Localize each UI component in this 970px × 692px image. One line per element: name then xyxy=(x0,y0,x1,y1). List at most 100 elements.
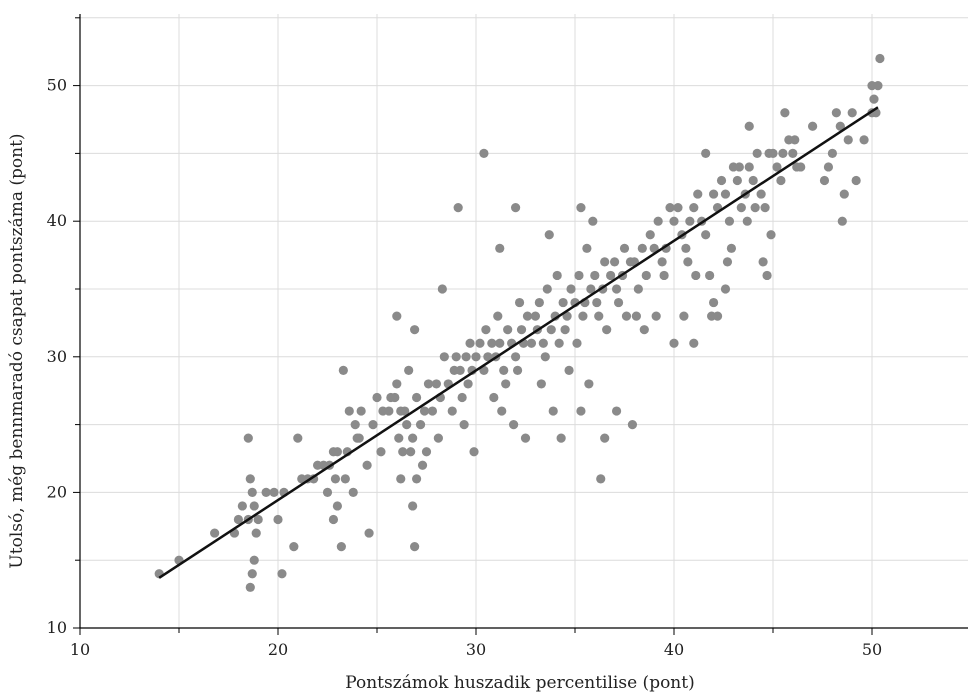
x-tick-label: 20 xyxy=(268,640,288,659)
data-point xyxy=(564,365,574,375)
data-point xyxy=(548,406,558,416)
data-point xyxy=(495,338,505,348)
data-point xyxy=(685,216,695,226)
data-points xyxy=(154,53,885,592)
data-point xyxy=(453,203,463,213)
data-point xyxy=(722,257,733,267)
data-point xyxy=(261,487,271,497)
data-point xyxy=(410,325,420,335)
data-point xyxy=(463,379,473,389)
data-point xyxy=(778,148,788,158)
data-point xyxy=(243,433,253,443)
data-point xyxy=(827,148,838,158)
data-point xyxy=(732,175,742,186)
y-tick-label: 20 xyxy=(47,482,67,501)
data-point xyxy=(546,325,556,335)
data-point xyxy=(392,379,402,389)
data-point xyxy=(540,352,550,362)
data-point xyxy=(293,433,303,443)
data-point xyxy=(780,108,790,118)
data-point xyxy=(251,528,261,538)
data-point xyxy=(693,189,703,199)
data-point xyxy=(823,162,834,172)
data-point xyxy=(522,311,533,321)
data-point xyxy=(376,447,386,457)
data-point xyxy=(600,433,610,443)
data-point xyxy=(406,447,416,457)
data-point xyxy=(336,542,346,552)
data-point xyxy=(835,121,845,131)
data-point xyxy=(233,514,243,525)
data-point xyxy=(479,148,489,158)
data-point xyxy=(611,406,622,416)
data-point xyxy=(720,284,731,294)
data-point xyxy=(831,108,841,118)
data-point xyxy=(495,243,505,253)
y-axis-title: Utolsó, még bennmaradó csapat pontszáma … xyxy=(7,133,27,568)
data-point xyxy=(475,338,485,348)
axes xyxy=(79,14,968,629)
data-point xyxy=(402,420,412,430)
data-point xyxy=(572,338,582,348)
data-point xyxy=(657,257,667,267)
data-point xyxy=(421,447,432,457)
data-point xyxy=(766,230,776,240)
data-point xyxy=(394,433,404,443)
data-point xyxy=(748,175,758,186)
data-point xyxy=(487,338,497,348)
data-point xyxy=(400,406,410,416)
data-point xyxy=(691,270,701,281)
x-tick-label: 10 xyxy=(70,640,90,659)
data-point xyxy=(348,487,358,497)
x-axis-title: Pontszámok huszadik percentilise (pont) xyxy=(345,673,694,692)
data-point xyxy=(606,270,616,281)
data-point xyxy=(734,162,744,172)
data-point xyxy=(649,243,659,253)
data-point xyxy=(768,148,778,158)
data-point xyxy=(417,460,428,470)
data-point xyxy=(562,311,572,321)
data-point xyxy=(404,365,414,375)
data-point xyxy=(588,216,598,226)
data-point xyxy=(736,203,746,213)
data-point xyxy=(398,447,408,457)
data-point xyxy=(350,420,360,430)
data-point xyxy=(653,216,663,226)
data-point xyxy=(459,420,469,430)
data-point xyxy=(344,406,354,416)
data-point xyxy=(611,284,622,294)
data-point xyxy=(796,162,806,172)
data-point xyxy=(847,108,857,118)
data-point xyxy=(520,433,531,443)
data-point xyxy=(237,501,247,511)
data-point xyxy=(503,325,513,335)
data-point xyxy=(869,94,879,104)
data-point xyxy=(408,501,418,511)
data-point xyxy=(447,406,457,416)
data-point xyxy=(362,460,372,470)
data-point xyxy=(724,216,735,226)
data-point xyxy=(756,189,766,199)
data-point xyxy=(639,325,649,335)
data-point xyxy=(465,338,475,348)
data-point xyxy=(554,338,564,348)
data-point xyxy=(716,175,727,186)
data-point xyxy=(776,175,786,186)
data-point xyxy=(744,121,754,131)
data-point xyxy=(709,297,719,308)
x-tick-label: 50 xyxy=(862,640,882,659)
x-tick-label: 30 xyxy=(466,640,486,659)
data-point xyxy=(509,420,519,430)
data-point xyxy=(396,474,406,484)
data-point xyxy=(437,284,447,294)
data-point xyxy=(328,514,339,525)
data-point xyxy=(619,243,630,253)
data-point xyxy=(289,542,299,552)
data-point xyxy=(516,325,527,335)
data-point xyxy=(683,257,693,267)
data-point xyxy=(534,297,544,308)
data-point xyxy=(364,528,374,538)
data-point xyxy=(412,474,422,484)
data-point xyxy=(384,406,394,416)
